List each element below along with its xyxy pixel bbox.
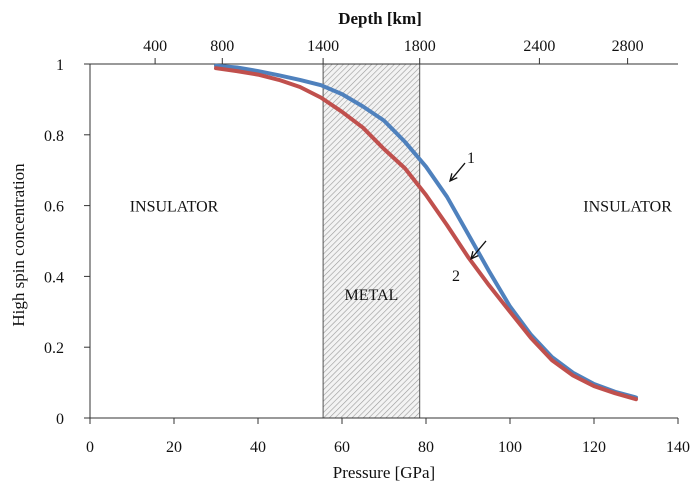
x2-tick-label: 1800	[404, 38, 436, 55]
arrow-shaft	[470, 240, 487, 260]
series-line-2	[214, 66, 638, 402]
x2-tick-label: 2400	[523, 38, 555, 55]
annotation-label-2: 2	[452, 268, 460, 285]
series-line-1	[214, 63, 638, 400]
y-tick-label: 0.6	[44, 199, 64, 216]
x-axis-title: Pressure [GPa]	[333, 463, 435, 482]
x-tick-label: 120	[582, 439, 606, 456]
y-tick-label: 0	[56, 411, 64, 428]
y-tick-label: 0.8	[44, 128, 64, 145]
x-tick-label: 40	[250, 439, 266, 456]
metal-region-layer	[322, 63, 421, 419]
annotation-arrow-2	[470, 240, 487, 261]
region-label: INSULATOR	[130, 199, 219, 216]
region-label: INSULATOR	[583, 199, 672, 216]
x2-axis-title: Depth [km]	[338, 9, 422, 28]
annotation-arrow-1	[449, 162, 466, 183]
x-tick-label: 140	[666, 439, 690, 456]
arrow-head	[449, 173, 458, 183]
y-axis-title: High spin concentration	[9, 163, 28, 327]
x-tick-label: 100	[498, 439, 522, 456]
series-layer	[214, 63, 638, 402]
metal-region	[322, 63, 421, 419]
region-label: METAL	[344, 287, 398, 304]
y-tick-label: 0.4	[44, 269, 64, 286]
annotation-label-1: 1	[467, 150, 475, 167]
y-tick-label: 0.2	[44, 340, 64, 357]
x2-tick-label: 2800	[612, 38, 644, 55]
arrow-shaft	[449, 162, 466, 182]
x-tick-label: 80	[418, 439, 434, 456]
y-tick-label: 1	[56, 57, 64, 74]
x-tick-label: 60	[334, 439, 350, 456]
arrow-head	[470, 251, 479, 261]
x2-tick-label: 800	[210, 38, 234, 55]
label-layer: INSULATOR METAL INSULATOR 1 2	[130, 150, 673, 304]
x2-tick-label: 400	[143, 38, 167, 55]
x2-tick-label: 1400	[307, 38, 339, 55]
x-tick-label: 20	[166, 439, 182, 456]
x-tick-label: 0	[86, 439, 94, 456]
